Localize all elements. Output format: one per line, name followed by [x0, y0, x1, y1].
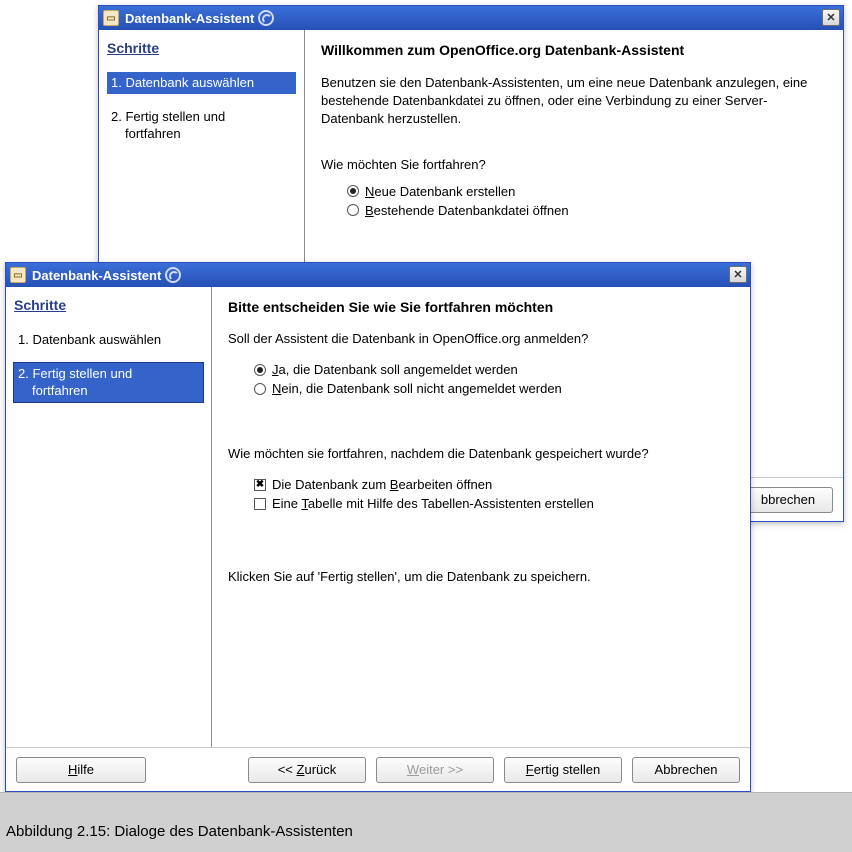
checkbox-icon	[254, 498, 266, 510]
next-button: Weiter >>	[376, 757, 494, 783]
radio-open-existing[interactable]: Bestehende Datenbankdatei öffnen	[321, 201, 827, 220]
checkbox-label: Die Datenbank zum Bearbeiten öffnen	[272, 477, 492, 492]
radio-icon	[254, 383, 266, 395]
page-title: Willkommen zum OpenOffice.org Datenbank-…	[321, 42, 827, 58]
close-icon[interactable]: ✕	[729, 266, 747, 283]
hint-text: Klicken Sie auf 'Fertig stellen', um die…	[228, 569, 734, 584]
window-title: Datenbank-Assistent	[125, 11, 254, 26]
step-item-1[interactable]: 1. Datenbank auswählen	[14, 329, 203, 351]
radio-new-db[interactable]: Neue Datenbank erstellen	[321, 182, 827, 201]
checkbox-icon: ✖	[254, 479, 266, 491]
help-button[interactable]: Hilfe	[16, 757, 146, 783]
sidebar-heading: Schritte	[14, 297, 203, 313]
button-label: Weiter >>	[407, 762, 463, 777]
step-item-2[interactable]: 2. Fertig stellen und fortfahren	[107, 106, 296, 145]
window-title: Datenbank-Assistent	[32, 268, 161, 283]
cancel-button[interactable]: bbrechen	[743, 487, 833, 513]
titlebar[interactable]: ▭ Datenbank-Assistent ✕	[6, 263, 750, 287]
window-body: Schritte 1. Datenbank auswählen 2. Ferti…	[6, 287, 750, 747]
intro-text: Benutzen sie den Datenbank-Assistenten, …	[321, 74, 827, 129]
close-icon[interactable]: ✕	[822, 9, 840, 26]
titlebar[interactable]: ▭ Datenbank-Assistent ✕	[99, 6, 843, 30]
main-panel: Bitte entscheiden Sie wie Sie fortfahren…	[212, 287, 750, 747]
radio-icon	[347, 185, 359, 197]
radio-label: Bestehende Datenbankdatei öffnen	[365, 203, 569, 218]
step-label: 1. Datenbank auswählen	[18, 332, 161, 347]
radio-label: Nein, die Datenbank soll nicht angemelde…	[272, 381, 562, 396]
dialog-window-step2: ▭ Datenbank-Assistent ✕ Schritte 1. Date…	[5, 262, 751, 792]
step-item-2[interactable]: 2. Fertig stellen und fortfahren	[14, 363, 203, 402]
button-label: Fertig stellen	[526, 762, 600, 777]
figure-caption-area: Abbildung 2.15: Dialoge des Datenbank-As…	[0, 792, 852, 852]
button-label: Abbrechen	[655, 762, 718, 777]
radio-icon	[254, 364, 266, 376]
button-label: bbrechen	[761, 492, 815, 507]
back-button[interactable]: << Zurück	[248, 757, 366, 783]
steps-sidebar: Schritte 1. Datenbank auswählen 2. Ferti…	[6, 287, 212, 747]
step-label-cont: fortfahren	[111, 126, 290, 142]
radio-label: Neue Datenbank erstellen	[365, 184, 515, 199]
question-after-save: Wie möchten sie fortfahren, nachdem die …	[228, 446, 734, 461]
checkbox-open-edit[interactable]: ✖ Die Datenbank zum Bearbeiten öffnen	[228, 475, 734, 494]
radio-label: Ja, die Datenbank soll angemeldet werden	[272, 362, 518, 377]
question-register: Soll der Assistent die Datenbank in Open…	[228, 331, 734, 346]
button-label: << Zurück	[278, 762, 337, 777]
app-icon: ▭	[103, 10, 119, 26]
step-item-1[interactable]: 1. Datenbank auswählen	[107, 72, 296, 94]
radio-icon	[347, 204, 359, 216]
radio-register-yes[interactable]: Ja, die Datenbank soll angemeldet werden	[228, 360, 734, 379]
cancel-button[interactable]: Abbrechen	[632, 757, 740, 783]
button-row: Hilfe << Zurück Weiter >> Fertig stellen…	[6, 747, 750, 791]
step-label: 1. Datenbank auswählen	[111, 75, 254, 90]
app-icon: ▭	[10, 267, 26, 283]
page-title: Bitte entscheiden Sie wie Sie fortfahren…	[228, 299, 734, 315]
button-label: Hilfe	[68, 762, 94, 777]
step-label-cont: fortfahren	[18, 383, 197, 399]
checkbox-label: Eine Tabelle mit Hilfe des Tabellen-Assi…	[272, 496, 594, 511]
finish-button[interactable]: Fertig stellen	[504, 757, 622, 783]
checkbox-create-table[interactable]: Eine Tabelle mit Hilfe des Tabellen-Assi…	[228, 494, 734, 513]
step-label: 2. Fertig stellen und	[111, 109, 225, 124]
question-text: Wie möchten Sie fortfahren?	[321, 157, 827, 172]
swirl-icon	[165, 267, 181, 283]
swirl-icon	[258, 10, 274, 26]
radio-register-no[interactable]: Nein, die Datenbank soll nicht angemelde…	[228, 379, 734, 398]
step-label: 2. Fertig stellen und	[18, 366, 132, 381]
figure-caption: Abbildung 2.15: Dialoge des Datenbank-As…	[6, 823, 353, 840]
sidebar-heading: Schritte	[107, 40, 296, 56]
